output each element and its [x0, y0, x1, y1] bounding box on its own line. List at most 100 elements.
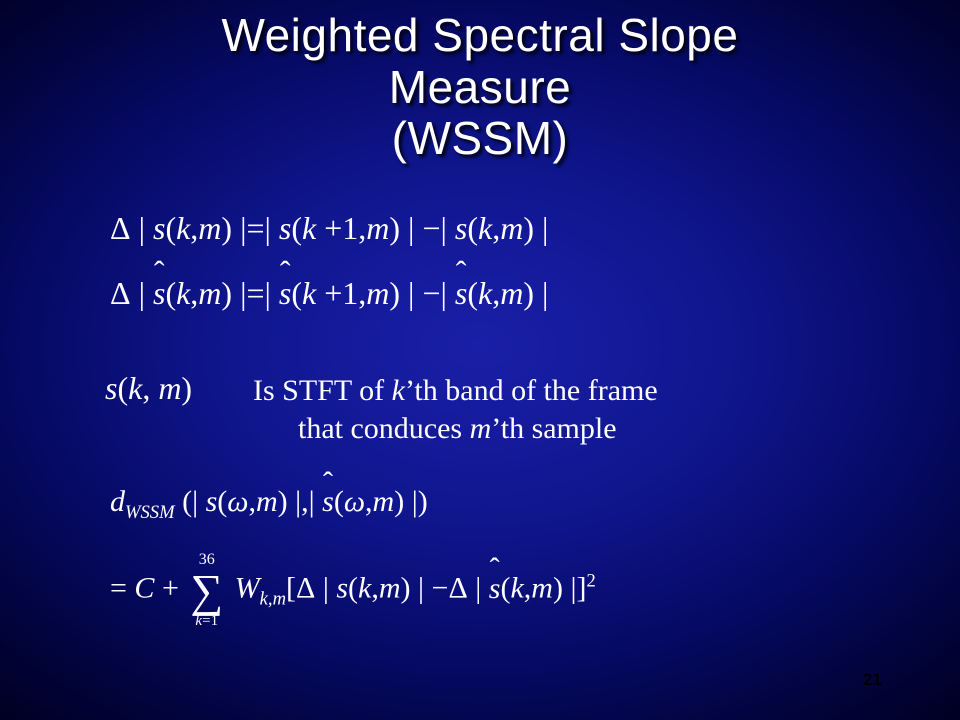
m3: m	[500, 210, 523, 246]
rp2: )	[394, 485, 404, 518]
dsub: WSSM	[125, 502, 175, 523]
m2: m	[366, 210, 389, 246]
rp2: )	[389, 210, 400, 246]
dk: k	[392, 374, 405, 407]
s: s	[206, 485, 218, 518]
c1: ,	[371, 572, 379, 605]
minus: −	[422, 275, 440, 311]
lp3: (	[467, 275, 478, 311]
c3: ,	[365, 485, 373, 518]
rp: )	[278, 485, 288, 518]
slide-title: Weighted Spectral Slope Measure (WSSM)	[0, 0, 960, 165]
rbr: ]	[576, 572, 586, 605]
lp: (	[165, 275, 176, 311]
lp2: (	[291, 275, 302, 311]
plus: +	[162, 572, 179, 605]
lbr: [	[286, 572, 296, 605]
m2: m	[531, 572, 553, 605]
minus: −	[432, 572, 449, 605]
delta: Δ	[110, 210, 131, 246]
dm: m	[470, 412, 492, 445]
b3: |	[475, 572, 481, 605]
s1: s	[336, 572, 348, 605]
rp: )	[221, 210, 232, 246]
minus: −	[422, 210, 440, 246]
d1: Δ	[296, 572, 315, 605]
d2: Δ	[448, 572, 467, 605]
m: m	[256, 485, 278, 518]
m: m	[198, 275, 221, 311]
wm: m	[273, 589, 286, 610]
m1: m	[379, 572, 401, 605]
bar5: |	[441, 275, 447, 311]
bar3: |	[265, 275, 271, 311]
b1: |	[323, 572, 329, 605]
m: m	[198, 210, 221, 246]
equation-dwssm-args: dWSSM (| s(ω,m) |,| s(ω,m) |)	[110, 485, 428, 519]
m2: m	[366, 275, 389, 311]
bar4: |	[408, 275, 414, 311]
lp2: (	[217, 485, 227, 518]
sigma-symbol: ∑	[190, 570, 223, 611]
sq: 2	[586, 571, 595, 592]
lp2: (	[500, 572, 510, 605]
sb-k: k	[195, 613, 202, 629]
slide-number: 21	[863, 670, 882, 690]
shat: s	[489, 572, 501, 606]
sigma: 36 ∑ k=1	[190, 570, 223, 611]
eq: =	[246, 210, 264, 246]
eq: =	[246, 275, 264, 311]
k: k	[176, 275, 190, 311]
om2: ω	[344, 485, 365, 518]
b2: |	[418, 572, 424, 605]
title-line-2: Measure	[389, 61, 571, 113]
rp1: )	[401, 572, 411, 605]
shat3: s	[455, 275, 467, 312]
bar6: |	[542, 210, 548, 246]
bar6: |	[542, 275, 548, 311]
k1: k	[302, 275, 316, 311]
rp2: )	[553, 572, 563, 605]
s-km-term: s(k, m)	[105, 370, 192, 407]
s: s	[153, 210, 165, 246]
s2: s	[279, 210, 291, 246]
d2b: ’th sample	[491, 412, 616, 445]
eq: =	[110, 572, 127, 605]
lp: (	[117, 370, 128, 406]
title-line-1: Weighted Spectral Slope	[222, 9, 739, 61]
rp: )	[221, 275, 232, 311]
om: ω	[227, 485, 248, 518]
bar5: |	[441, 210, 447, 246]
m: m	[158, 370, 181, 406]
lp: (	[165, 210, 176, 246]
bar: |	[139, 275, 145, 311]
d: d	[110, 485, 125, 518]
plus: +	[324, 275, 342, 311]
s: s	[105, 370, 117, 406]
lp2: (	[291, 210, 302, 246]
equation-delta-s: Δ | s(k,m) |=| s(k +1,m) | −| s(k,m) |	[110, 210, 548, 247]
title-line-3: (WSSM)	[392, 112, 569, 164]
lp: (	[182, 485, 192, 518]
b3: |	[309, 485, 315, 518]
sb-eq: =	[202, 613, 210, 629]
rp: )	[181, 370, 192, 406]
bar4: |	[408, 210, 414, 246]
c: ,	[248, 485, 256, 518]
d1a: Is STFT of	[253, 374, 392, 407]
d2a: that conduces	[298, 412, 470, 445]
bar3: |	[265, 210, 271, 246]
W: W	[235, 572, 260, 605]
rp3: )	[523, 275, 534, 311]
k: k	[128, 370, 142, 406]
one: 1	[342, 275, 358, 311]
lp3: (	[467, 210, 478, 246]
plus: +	[324, 210, 342, 246]
C: C	[134, 572, 154, 605]
shat: s	[153, 275, 165, 312]
rp3: )	[523, 210, 534, 246]
sigma-top: 36	[199, 552, 215, 568]
b1: |	[192, 485, 198, 518]
bar: |	[139, 210, 145, 246]
shat2: s	[279, 275, 291, 312]
